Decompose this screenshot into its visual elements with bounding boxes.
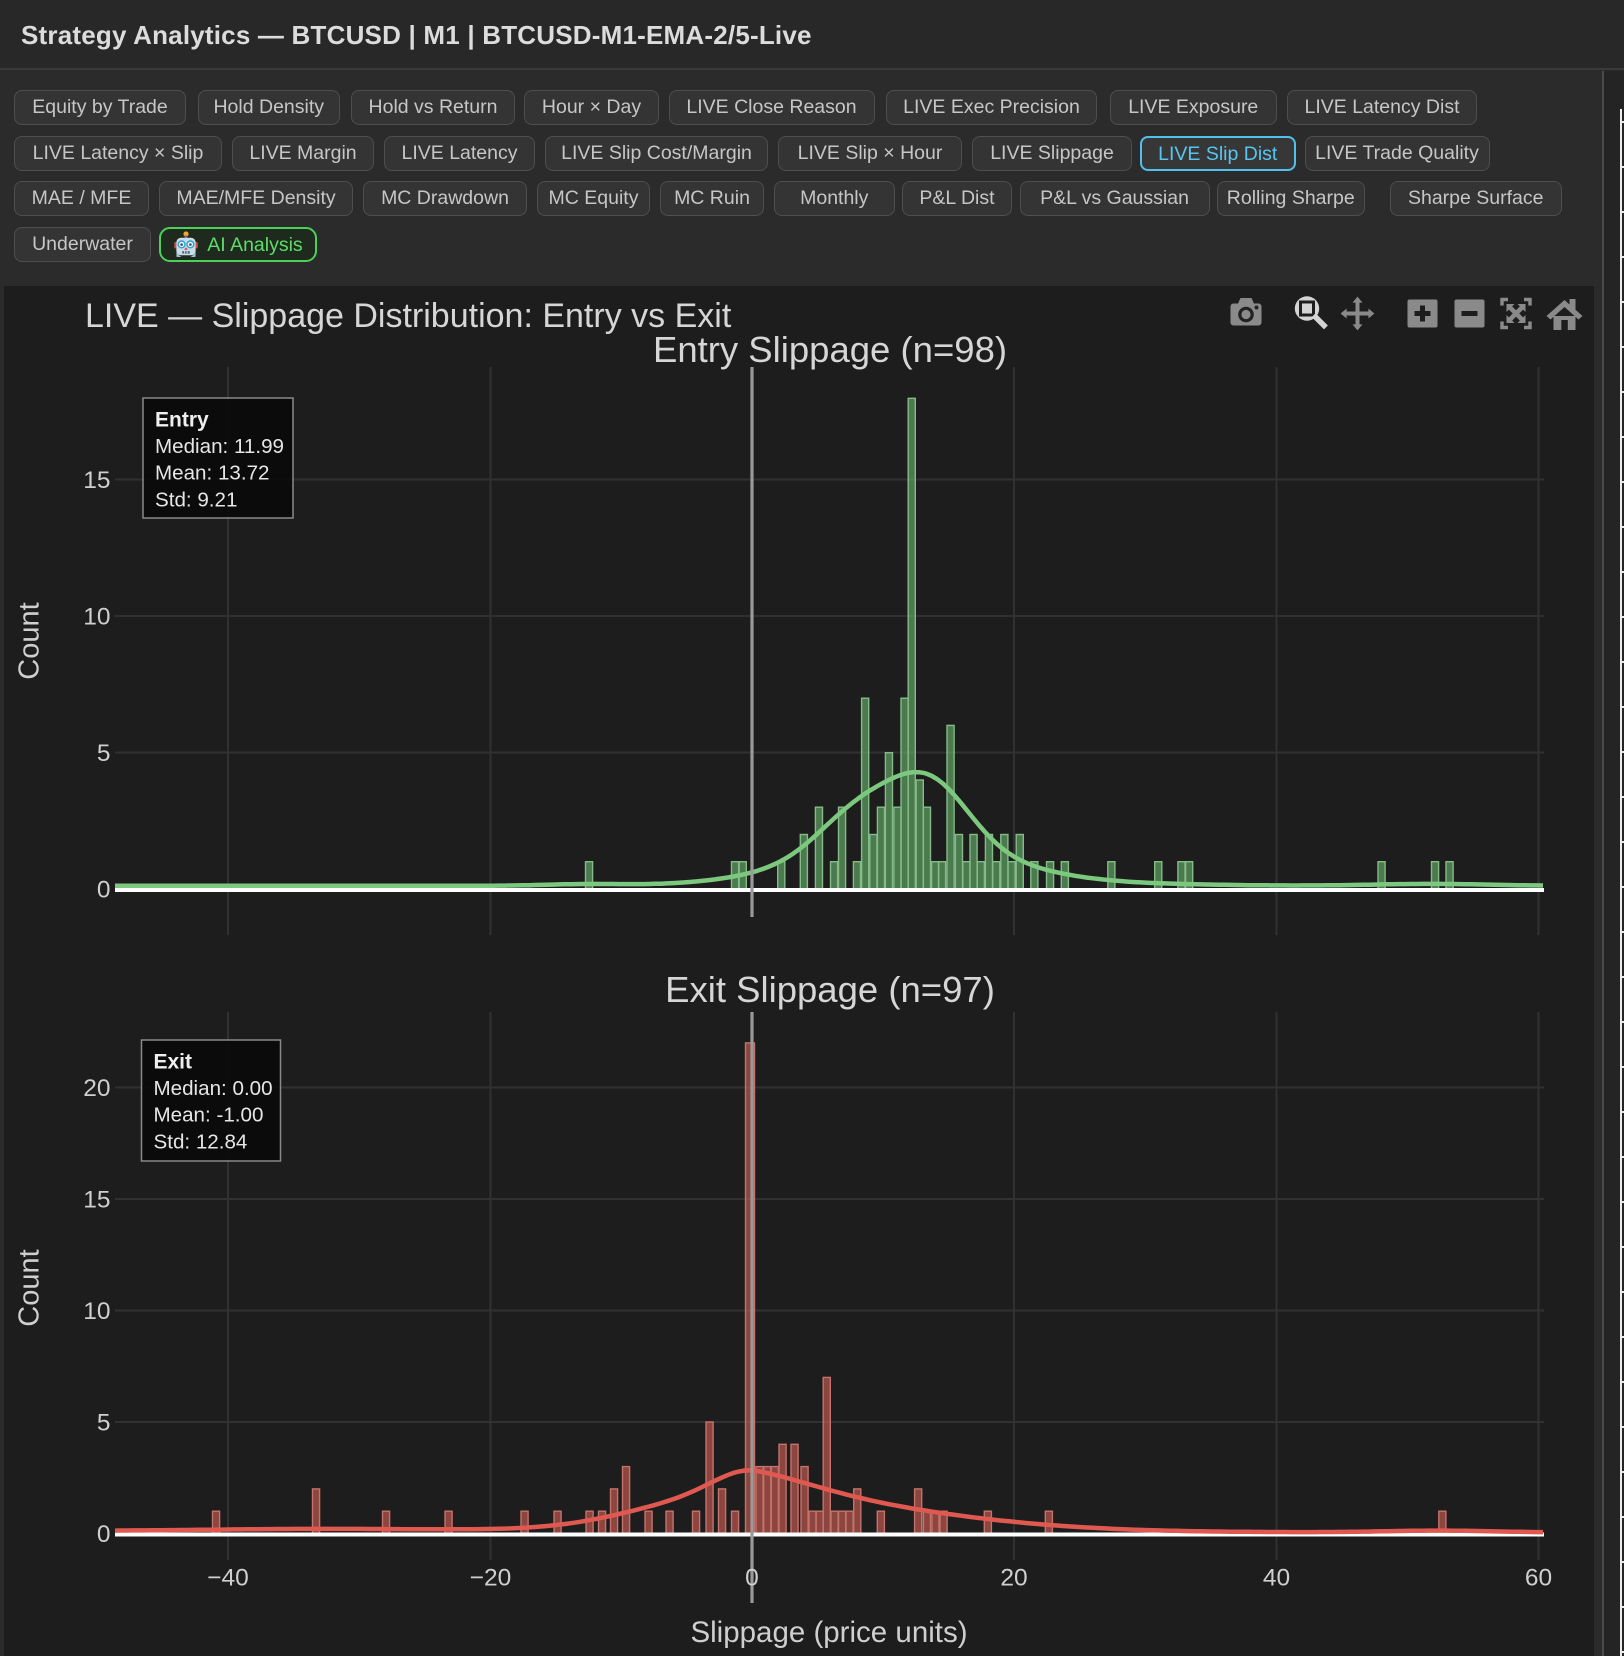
- svg-text:0: 0: [97, 877, 111, 904]
- svg-text:0: 0: [97, 1521, 111, 1548]
- svg-text:10: 10: [83, 604, 110, 631]
- svg-text:60: 60: [1525, 1565, 1552, 1592]
- svg-text:Std: 12.84: Std: 12.84: [154, 1130, 248, 1153]
- svg-text:Count: Count: [13, 602, 45, 679]
- svg-text:Median: 0.00: Median: 0.00: [154, 1077, 273, 1100]
- svg-text:15: 15: [83, 1187, 110, 1214]
- svg-text:Count: Count: [13, 1249, 45, 1326]
- svg-text:Exit Slippage (n=97): Exit Slippage (n=97): [665, 969, 995, 1010]
- svg-text:−20: −20: [470, 1565, 512, 1592]
- svg-text:5: 5: [97, 740, 111, 767]
- svg-text:Mean: 13.72: Mean: 13.72: [155, 462, 270, 485]
- svg-text:Std: 9.21: Std: 9.21: [155, 488, 237, 511]
- svg-text:15: 15: [83, 467, 110, 494]
- svg-text:Entry: Entry: [155, 409, 209, 432]
- svg-text:Slippage (price units): Slippage (price units): [690, 1616, 967, 1649]
- svg-text:Entry Slippage (n=98): Entry Slippage (n=98): [653, 329, 1007, 370]
- svg-text:40: 40: [1263, 1565, 1290, 1592]
- svg-text:5: 5: [97, 1410, 111, 1437]
- svg-text:20: 20: [83, 1075, 110, 1102]
- svg-text:−40: −40: [207, 1565, 249, 1592]
- svg-text:LIVE — Slippage Distribution:: LIVE — Slippage Distribution: Entry vs E…: [85, 297, 732, 335]
- svg-text:Mean: -1.00: Mean: -1.00: [154, 1104, 264, 1127]
- svg-text:20: 20: [1000, 1565, 1027, 1592]
- svg-text:10: 10: [83, 1298, 110, 1325]
- svg-text:Exit: Exit: [154, 1051, 193, 1074]
- svg-text:0: 0: [745, 1565, 759, 1592]
- svg-text:Median: 11.99: Median: 11.99: [155, 435, 284, 458]
